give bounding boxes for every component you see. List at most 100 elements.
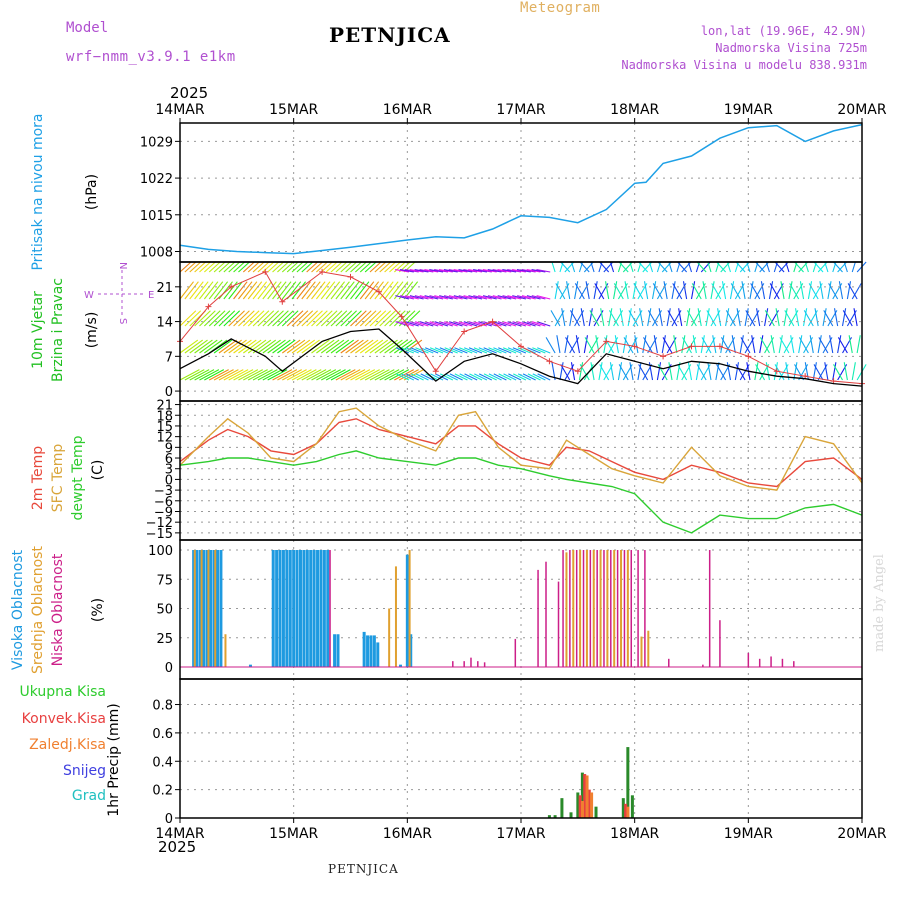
panel-frame-precip [179,678,863,819]
cloud-bar [599,550,602,667]
cloud-bar [319,550,323,667]
cloud-bar [596,550,598,667]
wind-gust-point [319,268,326,275]
cloud-bar [376,642,380,667]
wind-gust-point [518,343,524,350]
cloud-bar [281,550,285,667]
precip-legend-4: Grad [72,788,106,804]
compass-n-label: N [117,262,128,269]
temp-dewpt-label: dewpt Temp [70,435,86,520]
wind-gust-point [745,353,752,360]
cloud-bar [329,550,331,667]
precip-bar [580,772,584,818]
cloud-bar [562,550,564,667]
wind-gust-point [631,343,638,350]
x-tick-label-bottom: 20MAR [837,826,886,842]
cloud-bar [610,550,612,667]
wind-gust-point [603,338,610,345]
cloud-bar [326,550,330,667]
cloud-bar [572,550,575,667]
cloud-bar [747,652,750,667]
cloud-bar [214,550,217,667]
wind-gust-point [688,343,695,350]
cloud-bar [285,550,289,667]
compass-e-label: E [148,290,154,301]
cloud-bar [209,550,213,667]
x-tick-label-bottom: 16MAR [383,826,432,842]
cloud-bar [708,550,711,667]
cloud-bar [613,550,616,667]
cloud-unit-label: (%) [90,598,106,622]
precip-bar [581,800,585,818]
wind-gust-point [347,273,354,280]
precip-bar [587,789,591,818]
cloud-bar [298,550,302,667]
y-tick-label: 0 [165,473,173,488]
wind-gust-point [432,368,439,375]
cloud-bar [770,656,772,667]
y-tick-label: 1008 [140,246,173,261]
precip-bar [560,798,564,818]
cloud-bar [668,658,670,667]
cloud-bar [248,664,252,667]
cloud-bar [207,550,210,667]
wind-gust-point [546,358,553,365]
y-tick-label: 9 [165,441,173,456]
cloud-bar [702,664,704,667]
cloud-bar [463,661,465,667]
cloud-bar [366,635,370,667]
y-tick-label: −6 [154,495,173,510]
y-tick-label: 50 [156,603,173,618]
cloud-bar [372,635,376,667]
temp-sfc-label: SFC Temp [50,444,66,513]
cloud-bar [305,550,309,667]
cloud-bar [193,550,196,667]
cloud-bar [216,550,220,667]
precip-bar [630,795,634,818]
cloud-bar [470,657,472,667]
cloud-bar [224,634,227,667]
precip-bar [626,747,630,818]
cloud-bar [603,550,605,667]
cloud-bar [292,550,296,667]
model-altitude-label: Nadmorska Visina u modelu 838.931m [621,58,867,72]
cloud-high-label: Visoka Oblacnost [10,549,26,670]
wind-unit-label: (m/s) [84,312,100,349]
cloud-bar [405,554,409,667]
lonlat-label: lon,lat (19.96E, 42.9N) [700,24,867,38]
model-name: wrf−nmm_v3.9.1 e1km [66,49,236,65]
y-tick-label: −15 [146,527,173,542]
credit-label: made by Angel [872,554,887,652]
cloud-bar [606,550,609,667]
cloud-bar [409,634,413,667]
cloud-bar [630,550,633,667]
y-tick-label: −3 [154,484,173,499]
precip-bar [624,803,628,818]
pressure-line [179,123,863,255]
precip-bar [583,774,587,818]
wind-speed-line [179,328,863,387]
wind-gust-point [398,313,405,320]
cloud-bar [452,661,454,667]
cloud-bar [483,662,486,667]
y-tick-label: 1022 [140,172,173,187]
wind-gust-point [279,298,286,305]
x-tick-label-bottom: 14MAR [155,826,204,842]
x-tick-label-bottom: 19MAR [724,826,773,842]
cloud-low-label: Niska Oblacnost [50,553,66,666]
cloud-bar [589,550,592,667]
cloud-bar [295,550,299,667]
cloud-bar [316,550,320,667]
x-tick-label-bottom: 17MAR [496,826,545,842]
cloud-bar [781,658,784,667]
precip-unit-label: 1hr Precip (mm) [106,703,122,816]
cloud-bar [336,634,340,667]
precip-bar [547,815,551,818]
cloud-bar [579,550,582,667]
precip-bar [594,806,598,818]
temp-unit-label: (C) [90,460,106,481]
wind-gust-point [574,368,581,375]
cloud-bar [369,635,373,667]
cloud-bar [719,620,721,667]
